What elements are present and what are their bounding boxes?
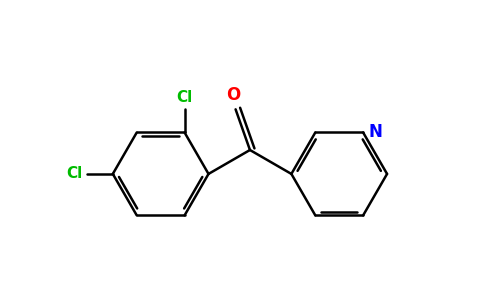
Text: N: N (369, 124, 383, 142)
Text: O: O (226, 85, 241, 103)
Text: Cl: Cl (66, 167, 83, 182)
Text: Cl: Cl (177, 90, 193, 105)
